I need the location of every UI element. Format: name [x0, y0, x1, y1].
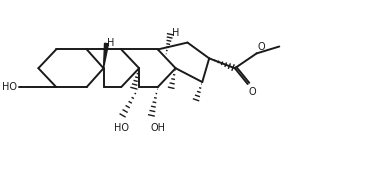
Text: OH: OH — [150, 123, 165, 133]
Polygon shape — [103, 43, 108, 68]
Text: HO: HO — [114, 123, 129, 133]
Text: H: H — [108, 38, 115, 48]
Text: HO: HO — [2, 82, 17, 92]
Text: H: H — [172, 28, 179, 38]
Text: O: O — [249, 87, 256, 97]
Text: O: O — [258, 42, 265, 52]
